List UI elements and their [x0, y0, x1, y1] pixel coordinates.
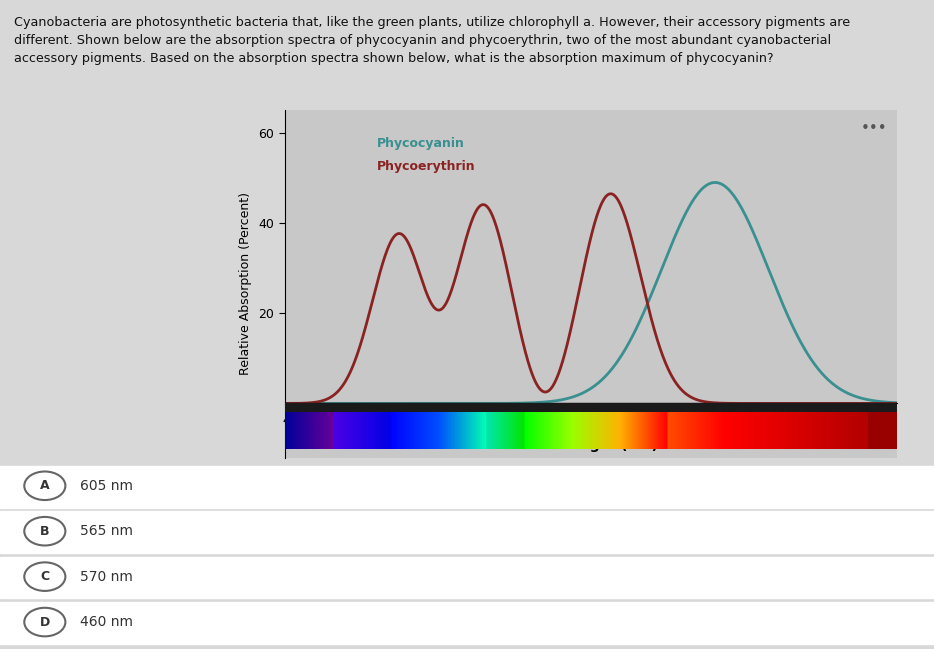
Text: Phycocyanin: Phycocyanin	[376, 138, 464, 151]
Text: A: A	[40, 479, 50, 493]
Bar	[285, 404, 897, 413]
Text: D: D	[40, 615, 50, 629]
Text: Cyanobacteria are photosynthetic bacteria that, like the green plants, utilize c: Cyanobacteria are photosynthetic bacteri…	[14, 16, 850, 66]
Text: Phycoerythrin: Phycoerythrin	[376, 160, 475, 173]
Text: 570 nm: 570 nm	[80, 570, 134, 583]
Text: 605 nm: 605 nm	[80, 479, 134, 493]
Text: C: C	[40, 570, 50, 583]
Text: 565 nm: 565 nm	[80, 524, 134, 538]
Text: B: B	[40, 524, 50, 538]
Text: 460 nm: 460 nm	[80, 615, 134, 629]
Y-axis label: Relative Absorption (Percent): Relative Absorption (Percent)	[238, 193, 251, 375]
X-axis label: Wavelength (nm): Wavelength (nm)	[523, 438, 658, 452]
Text: •••: •••	[861, 121, 887, 136]
